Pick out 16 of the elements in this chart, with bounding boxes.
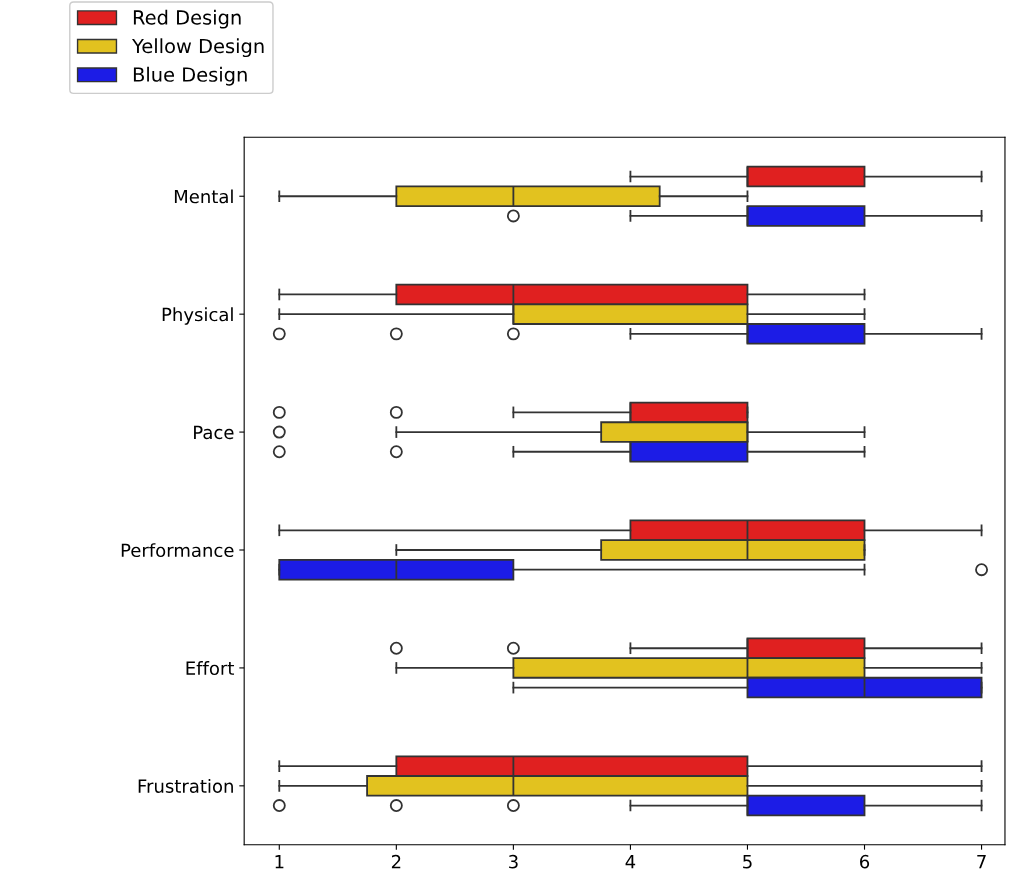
x-tick-label: 7 (977, 855, 986, 869)
legend-label: Yellow Design (131, 38, 264, 58)
x-tick-label: 2 (391, 854, 401, 869)
y-tick-label: Mental (174, 189, 233, 204)
legend-label: Blue Design (133, 66, 247, 86)
x-tick-label: 1 (275, 855, 284, 869)
y-tick-label: Performance (121, 543, 234, 558)
x-tick-label: 5 (743, 855, 752, 869)
y-tick-label: Effort (186, 661, 235, 676)
x-tick-label: 4 (625, 855, 636, 869)
y-tick-label: Pace (194, 425, 234, 440)
y-tick-label: Frustration (138, 778, 233, 793)
x-tick-label: 3 (509, 854, 518, 869)
legend-label: Red Design (133, 9, 241, 29)
x-tick-label: 6 (860, 854, 870, 869)
y-tick-label: Physical (162, 307, 233, 325)
